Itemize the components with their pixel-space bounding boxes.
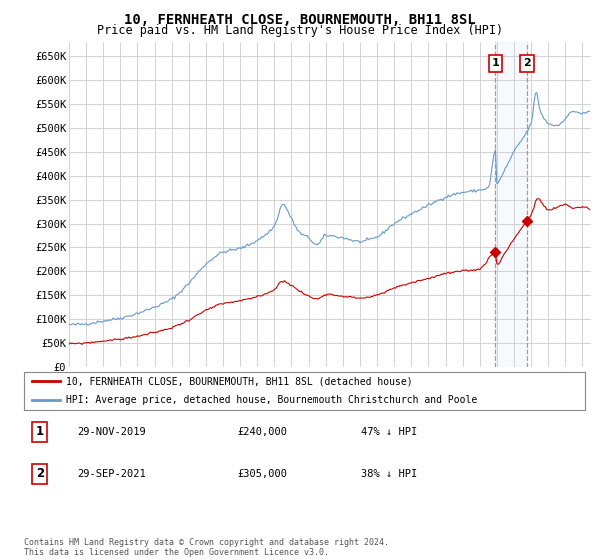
Text: £305,000: £305,000 xyxy=(237,469,287,479)
Text: Price paid vs. HM Land Registry's House Price Index (HPI): Price paid vs. HM Land Registry's House … xyxy=(97,24,503,37)
Text: 2: 2 xyxy=(523,58,530,68)
Text: 29-SEP-2021: 29-SEP-2021 xyxy=(77,469,146,479)
Text: 47% ↓ HPI: 47% ↓ HPI xyxy=(361,427,417,437)
Text: 38% ↓ HPI: 38% ↓ HPI xyxy=(361,469,417,479)
Text: Contains HM Land Registry data © Crown copyright and database right 2024.
This d: Contains HM Land Registry data © Crown c… xyxy=(24,538,389,557)
Text: 29-NOV-2019: 29-NOV-2019 xyxy=(77,427,146,437)
Text: 2: 2 xyxy=(35,467,44,480)
Text: £240,000: £240,000 xyxy=(237,427,287,437)
Text: 10, FERNHEATH CLOSE, BOURNEMOUTH, BH11 8SL: 10, FERNHEATH CLOSE, BOURNEMOUTH, BH11 8… xyxy=(124,13,476,27)
Text: 10, FERNHEATH CLOSE, BOURNEMOUTH, BH11 8SL (detached house): 10, FERNHEATH CLOSE, BOURNEMOUTH, BH11 8… xyxy=(66,376,413,386)
Text: 1: 1 xyxy=(491,58,499,68)
Bar xyxy=(496,42,527,367)
Text: 1: 1 xyxy=(35,425,44,438)
Text: HPI: Average price, detached house, Bournemouth Christchurch and Poole: HPI: Average price, detached house, Bour… xyxy=(66,395,478,405)
